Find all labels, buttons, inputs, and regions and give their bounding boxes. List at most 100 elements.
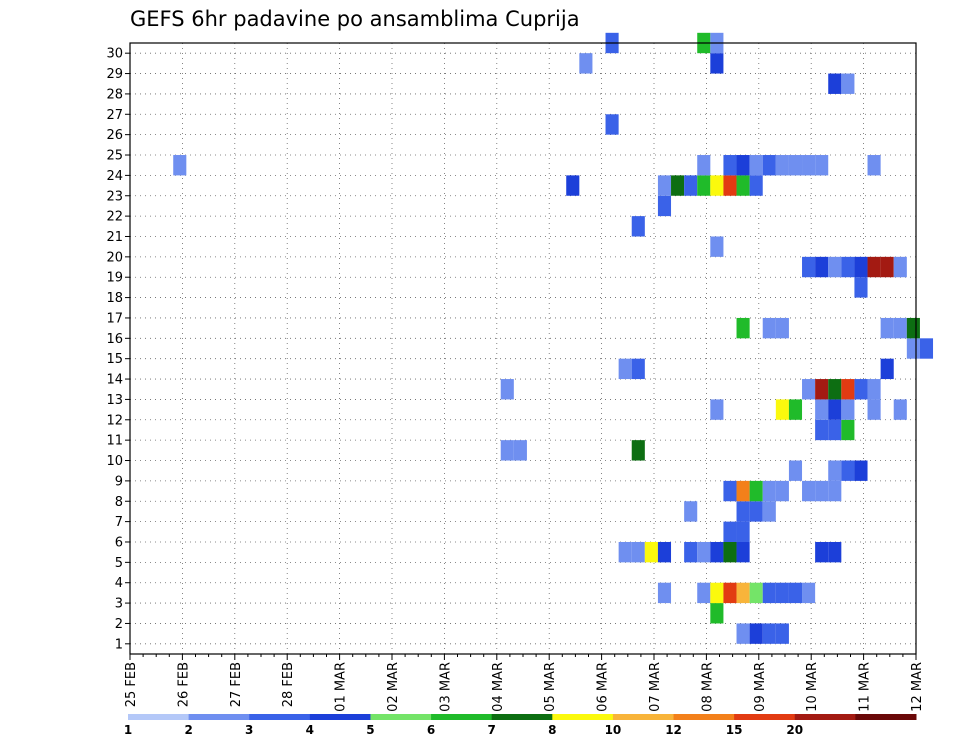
- chart-title: GEFS 6hr padavine po ansamblima Cuprija: [130, 7, 580, 31]
- legend-label: 5: [366, 723, 374, 737]
- precip-cell: [710, 399, 724, 420]
- precip-cell: [657, 582, 672, 604]
- x-axis: 25 FEB 26 FEB 27 FEB 28 FEB 01 MAR 02 MAR 03 M…: [124, 654, 925, 712]
- precip-cell: [605, 114, 619, 135]
- precip-cell: [880, 358, 894, 380]
- y-tick-label: 2: [115, 617, 123, 632]
- y-tick-label: 9: [115, 474, 123, 489]
- precip-cell: [815, 480, 829, 502]
- precip-cell: [749, 155, 763, 176]
- plot-frame: [129, 42, 917, 655]
- color-legend: 1 2 3 4 5 6 7 8 10 12 15 20: [124, 714, 917, 737]
- precip-cell: [815, 399, 829, 420]
- precip-cell: [500, 440, 514, 461]
- precip-cell: [513, 440, 527, 461]
- precip-cell: [736, 155, 750, 176]
- y-tick-label: 16: [106, 332, 123, 347]
- precip-cell: [723, 582, 737, 604]
- y-tick-label: 26: [106, 128, 123, 143]
- precip-cell: [723, 480, 737, 502]
- y-tick-label: 17: [106, 311, 123, 326]
- precip-cell: [723, 175, 737, 196]
- precip-cell: [775, 155, 789, 176]
- y-tick-label: 4: [115, 576, 123, 591]
- precip-cell: [762, 480, 776, 502]
- precip-cell: [684, 501, 698, 522]
- precip-cell: [788, 582, 803, 604]
- precip-cell: [854, 379, 868, 400]
- precip-cell: [893, 256, 907, 278]
- precip-cell: [500, 379, 514, 400]
- grid: [130, 43, 916, 654]
- precip-cell: [828, 480, 842, 502]
- precip-cells: [173, 32, 934, 644]
- y-tick-label: 5: [115, 556, 123, 571]
- y-tick-label: 28: [106, 87, 123, 102]
- precip-cell: [657, 541, 672, 563]
- precip-cell: [906, 317, 920, 339]
- precip-cell: [841, 460, 855, 481]
- legend-swatch: [794, 714, 856, 720]
- precip-cell: [762, 501, 776, 522]
- legend-swatch: [431, 714, 493, 720]
- precip-cell: [775, 623, 789, 644]
- precip-cell: [828, 419, 842, 441]
- legend-swatch: [188, 714, 250, 720]
- precip-cell: [828, 379, 842, 400]
- precip-cell: [815, 419, 829, 441]
- precip-cell: [173, 155, 187, 176]
- x-tick-label: 09 MAR: [753, 662, 768, 712]
- precip-cell: [710, 582, 724, 604]
- precip-cell: [644, 541, 658, 563]
- y-tick-label: 14: [106, 373, 123, 388]
- precip-cell: [802, 480, 816, 502]
- precip-cell: [788, 460, 803, 481]
- x-tick-label: 28 FEB: [281, 662, 296, 707]
- y-tick-label: 1: [115, 637, 123, 652]
- precip-cell: [762, 317, 776, 339]
- precip-cell: [657, 195, 672, 217]
- precip-cell: [618, 358, 632, 380]
- precip-cell: [697, 175, 711, 196]
- legend-label: 20: [786, 723, 803, 737]
- precip-cell: [775, 317, 789, 339]
- x-tick-label: 04 MAR: [491, 662, 506, 712]
- precip-cell: [867, 399, 881, 420]
- precip-cell: [841, 399, 855, 420]
- y-tick-label: 24: [106, 169, 123, 184]
- precip-cell: [631, 216, 645, 237]
- precip-cell: [710, 603, 724, 624]
- x-tick-label: 25 FEB: [124, 662, 139, 707]
- precip-cell: [880, 317, 894, 339]
- x-tick-label: 26 FEB: [176, 662, 191, 707]
- precip-cell: [854, 256, 868, 278]
- precip-cell: [710, 541, 724, 563]
- precip-cell: [723, 521, 737, 542]
- x-tick-label: 06 MAR: [596, 662, 611, 712]
- x-tick-label: 08 MAR: [700, 662, 715, 712]
- precip-cell: [867, 155, 881, 176]
- legend-label: 10: [605, 723, 622, 737]
- precip-cell: [710, 175, 724, 196]
- legend-label: 4: [306, 723, 314, 737]
- precip-cell: [762, 623, 776, 644]
- y-tick-label: 18: [106, 291, 123, 306]
- y-tick-label: 15: [106, 352, 123, 367]
- legend-swatch: [128, 714, 190, 720]
- precip-cell: [828, 460, 842, 481]
- x-tick-label: 10 MAR: [805, 662, 820, 712]
- legend-swatch: [309, 714, 371, 720]
- precip-cell: [736, 541, 750, 563]
- precip-cell: [736, 480, 750, 502]
- legend-swatch: [734, 714, 796, 720]
- legend-label: 6: [427, 723, 435, 737]
- precip-cell: [736, 521, 750, 542]
- x-tick-label: 27 FEB: [229, 662, 244, 707]
- precip-cell: [631, 358, 645, 380]
- precip-cell: [880, 256, 894, 278]
- y-tick-label: 19: [106, 271, 123, 286]
- precip-cell: [618, 541, 632, 563]
- precip-cell: [815, 379, 829, 400]
- precip-cell: [736, 175, 750, 196]
